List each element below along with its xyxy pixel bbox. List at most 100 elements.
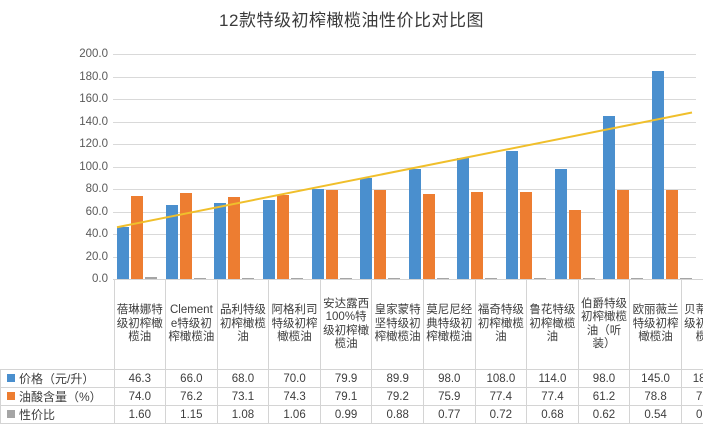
bar-group: [113, 54, 162, 279]
table-column-header: 蓓琳娜特级初榨橄榄油: [113, 279, 167, 370]
table-row: 性价比 1.60 1.15 1.08 1.06 0.99 0.88 0.77 0.72 0.68 0…: [0, 405, 703, 424]
data-table: 蓓琳娜特级初榨橄榄油 Clemente特级初榨橄榄油 品利特级初榨橄榄油 阿格利司特级…: [0, 279, 703, 424]
table-cell-value: 1.60: [113, 405, 167, 424]
bar-price: [360, 177, 373, 279]
bar-ratio: [388, 278, 401, 279]
y-axis-tick-label: 40.0: [85, 228, 108, 240]
bar-ratio: [339, 277, 352, 279]
table-cell-value: 0.43: [680, 405, 703, 424]
bar-ratio: [242, 277, 255, 279]
bar-oleic: [617, 190, 630, 279]
table-column-header: 阿格利司特级初榨橄榄油: [268, 279, 321, 370]
bar-ratio: [485, 278, 498, 279]
y-axis-tick-label: 140.0: [79, 115, 108, 128]
bar-price: [117, 226, 130, 279]
bar-ratio: [436, 278, 449, 279]
plot-area: [113, 54, 696, 280]
table-column-header: 品利特级初榨橄榄油: [216, 279, 270, 370]
table-cell-value: 185.0: [680, 369, 703, 388]
table-cell-value: 46.3: [113, 369, 167, 388]
table-cell-value: 79.9: [319, 369, 373, 388]
bar-oleic: [131, 195, 144, 279]
table-cell-value: 79.1: [319, 387, 373, 406]
table-cell-value: 1.06: [268, 405, 321, 424]
bar-price: [165, 204, 178, 279]
bar-price: [651, 70, 664, 279]
y-axis-tick-label: 20.0: [85, 250, 108, 263]
table-cell-value: 108.0: [474, 369, 528, 388]
bar-price: [263, 200, 276, 279]
table-cell-value: 114.0: [526, 369, 579, 388]
bar-ratio: [145, 277, 158, 279]
bar-ratio: [533, 278, 546, 279]
table-column-header: 贝蒂斯特级初榨橄榄油: [680, 279, 703, 370]
bar-group: [307, 54, 356, 279]
bar-price: [408, 168, 421, 279]
series-name: 价格（元/升）: [19, 372, 95, 386]
table-cell-value: 77.4: [474, 387, 528, 406]
table-column-header: 鲁花特级初榨橄榄油: [526, 279, 579, 370]
bar-ratio: [291, 277, 304, 279]
series-name: 油酸含量（%）: [19, 390, 102, 404]
table-column-header: 伯爵特级初榨橄榄油（听装）: [577, 279, 631, 370]
bar-ratio: [193, 277, 206, 279]
legend-swatch-icon: [7, 409, 15, 418]
y-axis-tick-label: 60.0: [85, 205, 108, 218]
table-cell-value: 0.54: [629, 405, 682, 424]
y-axis-tick-label: 120.0: [79, 138, 108, 150]
bar-group: [356, 54, 405, 279]
gridline: [113, 166, 696, 168]
gridline: [113, 54, 696, 55]
y-axis-tick-label: 100.0: [79, 160, 108, 173]
table-column-header: 莫尼尼经典特级初榨橄榄油: [422, 279, 476, 370]
series-name: 性价比: [19, 408, 56, 422]
gridline: [113, 189, 696, 190]
table-column-header: Clemente特级初榨橄榄油: [165, 279, 218, 370]
bar-oleic: [277, 195, 290, 279]
y-axis-tick-label: 80.0: [85, 183, 108, 195]
bar-price: [554, 168, 567, 279]
series-legend-label: 性价比: [0, 405, 115, 424]
table-cell-value: 89.9: [371, 369, 424, 388]
table-cell-value: 75.9: [422, 387, 476, 406]
table-cell-value: 0.62: [577, 405, 631, 424]
y-axis-tick-label: 160.0: [79, 93, 108, 105]
y-axis-tick-label: 200.0: [79, 48, 108, 60]
page-title: 12款特级初榨橄榄油性价比对比图: [219, 11, 484, 30]
gridline: [113, 256, 696, 258]
table-cell-value: 68.0: [216, 369, 270, 388]
bar-oleic: [325, 190, 338, 279]
table-cell-value: 0.99: [319, 405, 373, 424]
table-cell-value: 0.77: [422, 405, 476, 424]
bar-group: [550, 54, 599, 279]
bar-ratio: [679, 278, 692, 279]
bar-price: [603, 115, 616, 279]
table-cell-value: 66.0: [165, 369, 218, 388]
legend-swatch-icon: [7, 391, 15, 400]
gridline: [113, 144, 696, 145]
bar-price: [214, 202, 227, 279]
table-cell-value: 78.8: [629, 387, 682, 406]
bar-group: [453, 54, 502, 279]
legend-swatch-icon: [7, 373, 15, 382]
bar-ratio: [582, 278, 595, 279]
bar-group: [259, 54, 308, 279]
table-body: 价格（元/升） 46.3 66.0 68.0 70.0 79.9 89.9 98.0 108.0…: [0, 369, 703, 424]
gridline: [113, 211, 696, 213]
table-cell-value: 0.88: [371, 405, 424, 424]
table-cell-value: 79.2: [371, 387, 424, 406]
bar-oleic: [374, 189, 387, 279]
bar-price: [311, 189, 324, 279]
table-column-header: 安达露西100%特级初榨橄榄油: [319, 279, 373, 370]
series-legend-label: 价格（元/升）: [0, 369, 115, 388]
table-cell-value: 61.2: [577, 387, 631, 406]
gridline: [113, 76, 696, 78]
bar-oleic: [568, 210, 581, 279]
table-cell-value: 98.0: [577, 369, 631, 388]
table-column-header: 欧丽薇兰特级初榨橄榄油: [629, 279, 682, 370]
y-axis-tick-labels: 200.0 180.0 160.0 140.0 120.0 100.0 80.0 60.0 40…: [58, 48, 108, 285]
table-row: 价格（元/升） 46.3 66.0 68.0 70.0 79.9 89.9 98.0 108.0…: [0, 369, 703, 388]
y-axis-tick-label: 180.0: [79, 70, 108, 83]
table-cell-value: 73.1: [216, 387, 270, 406]
